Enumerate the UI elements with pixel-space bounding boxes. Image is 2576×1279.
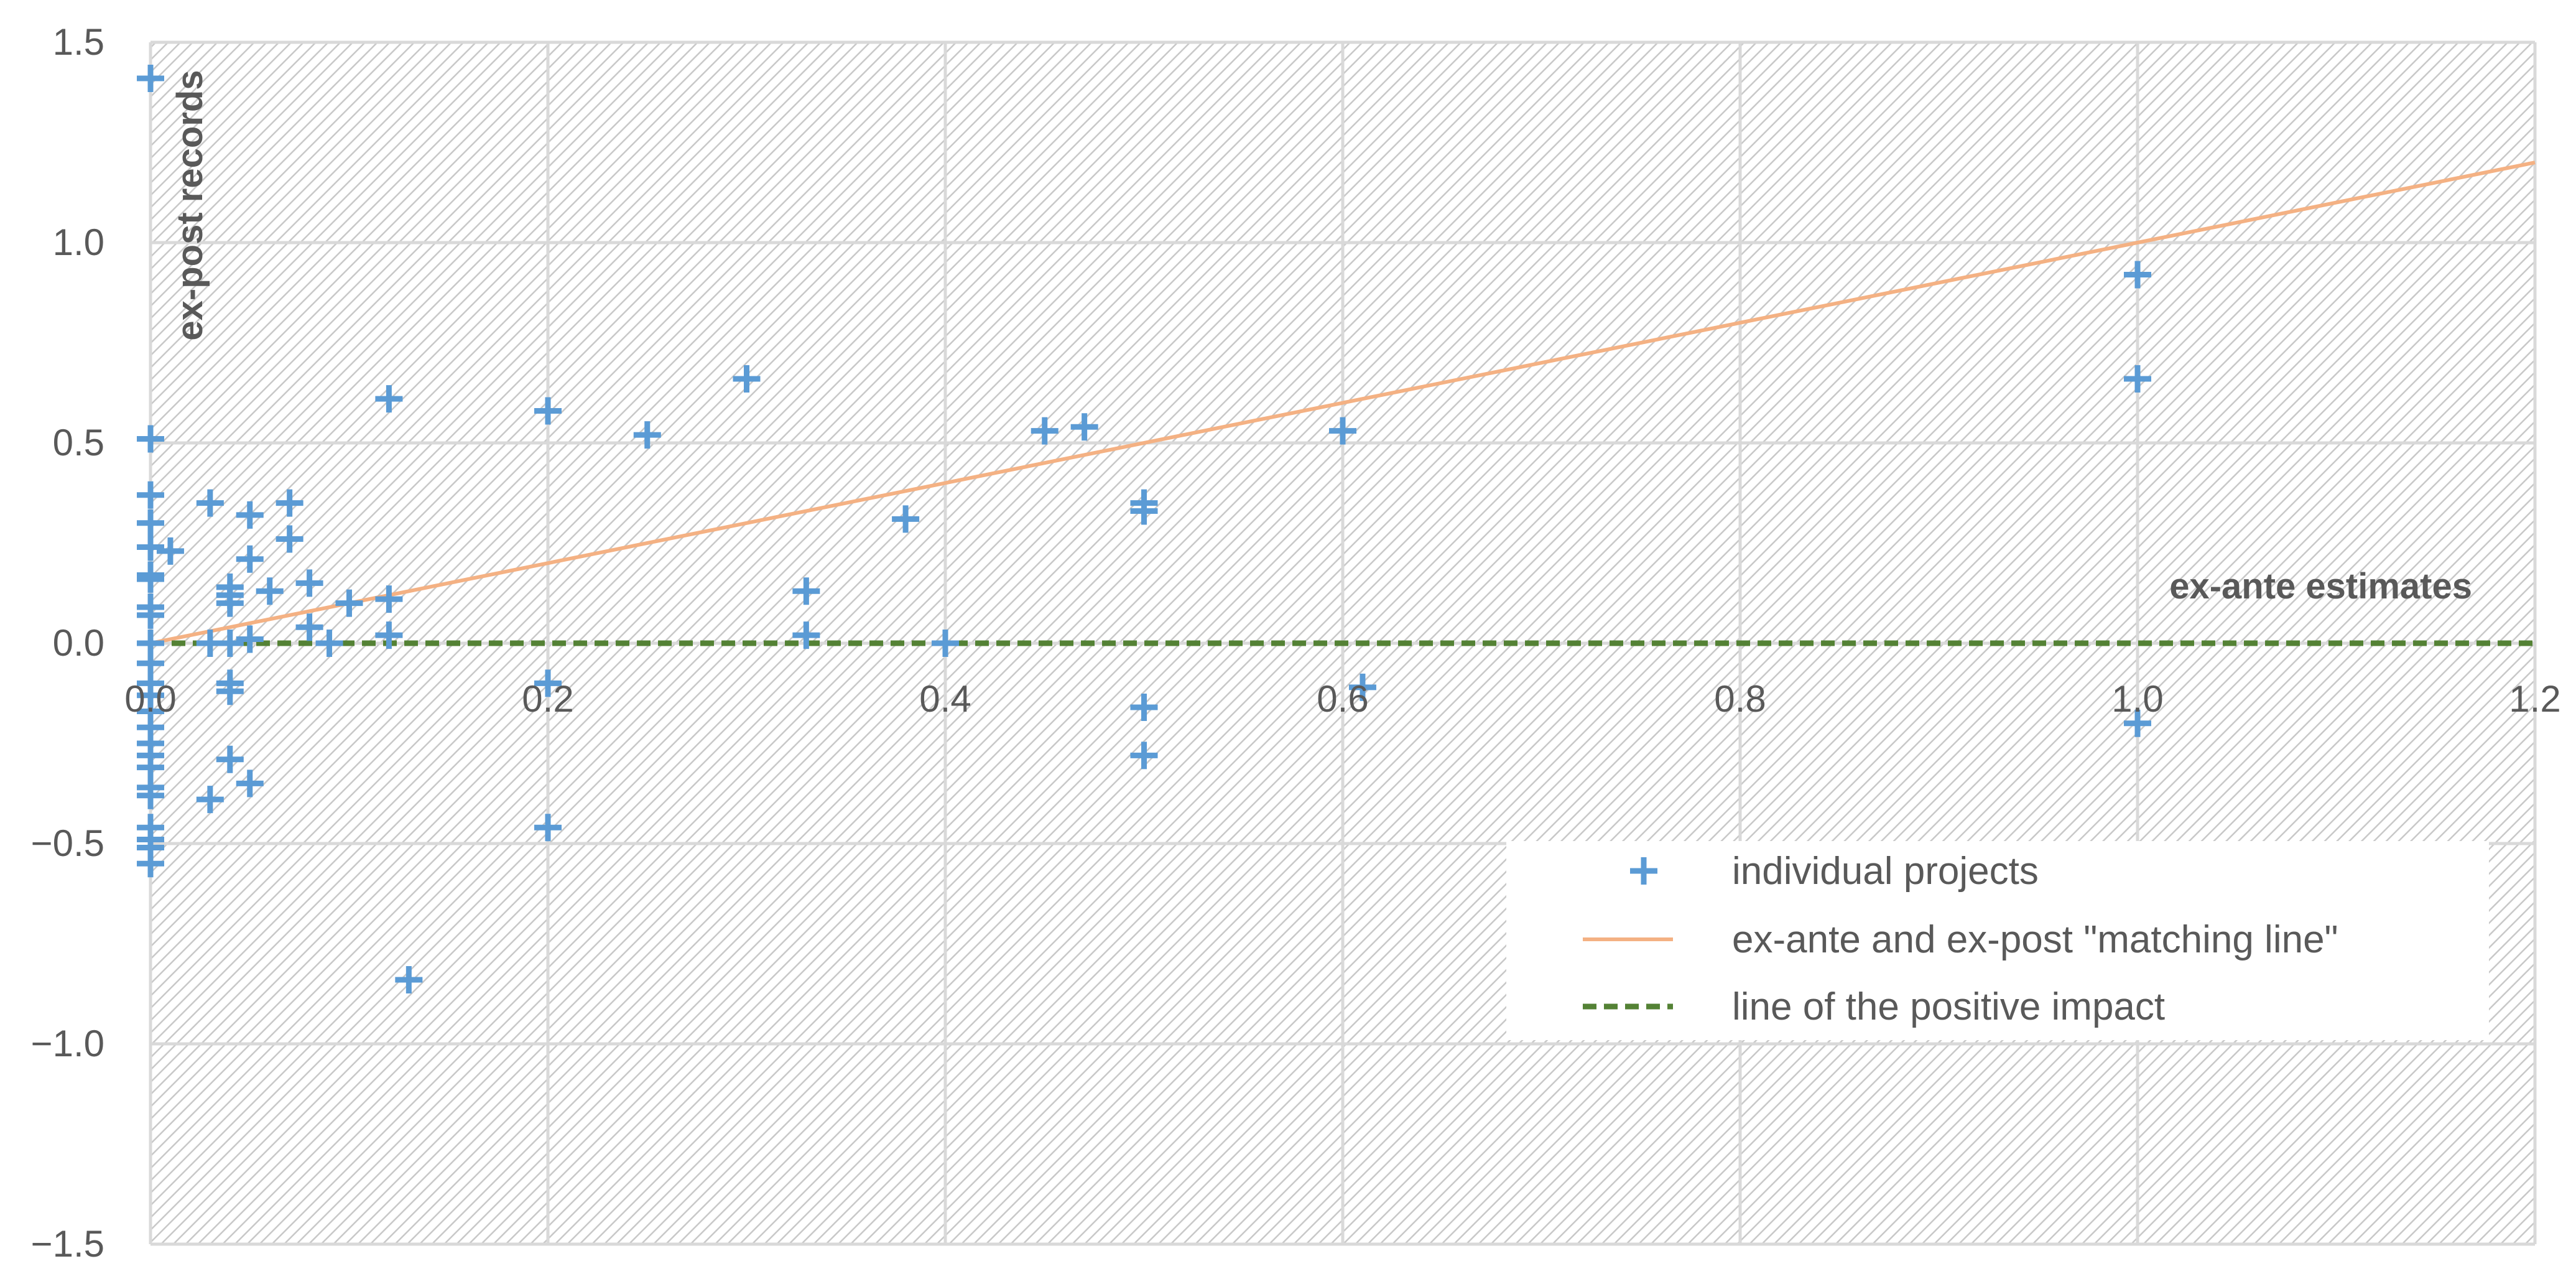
data-point (315, 630, 343, 657)
data-point (375, 385, 403, 413)
data-point (633, 421, 661, 449)
x-tick-label: 1.0 (2111, 678, 2163, 720)
legend-label-individual-projects: individual projects (1732, 850, 2039, 893)
data-point (295, 569, 323, 597)
data-point (196, 489, 224, 517)
data-point (216, 677, 244, 705)
y-tick-label: 0.0 (53, 622, 104, 664)
data-point (534, 669, 562, 697)
data-point (216, 589, 244, 617)
data-point (156, 537, 184, 565)
legend-marker-plus (1630, 857, 1657, 885)
data-point (733, 365, 761, 393)
data-point (137, 64, 164, 92)
data-point (137, 509, 164, 537)
data-point (137, 481, 164, 509)
y-tick-label: −1.0 (31, 1023, 104, 1064)
x-tick-label: 0.4 (919, 678, 971, 720)
data-point (1031, 417, 1059, 445)
data-point (534, 397, 562, 425)
data-point (395, 965, 423, 993)
x-axis-title: ex-ante estimates (2169, 566, 2472, 607)
data-point (932, 630, 959, 657)
data-point (137, 850, 164, 878)
data-point (2124, 261, 2151, 289)
data-point (295, 613, 323, 641)
data-point (137, 781, 164, 809)
x-tick-label: 0.6 (1317, 678, 1368, 720)
data-point (375, 585, 403, 613)
data-point (256, 577, 284, 605)
data-point (216, 630, 244, 657)
data-point (1329, 417, 1356, 445)
data-point (534, 814, 562, 842)
legend: individual projects ex-ante and ex-post … (1506, 841, 2489, 1040)
data-point (892, 505, 920, 533)
y-tick-label: 0.5 (53, 422, 104, 463)
x-tick-label: 0.0 (124, 678, 176, 720)
data-point (1130, 694, 1158, 722)
data-point (236, 770, 264, 798)
tick-labels: 0.0 0.2 0.4 0.6 0.8 1.0 1.2 1.5 1.0 0.5 0.0 −0.5 −1.… (31, 21, 2561, 1265)
data-point (792, 621, 820, 649)
data-point (1070, 413, 1098, 441)
y-tick-label: 1.0 (53, 221, 104, 263)
data-series (137, 64, 2536, 993)
data-point (1348, 673, 1376, 701)
y-axis-title: ex-post records (170, 70, 210, 340)
data-point (1130, 742, 1158, 770)
x-tick-label: 1.2 (2509, 678, 2560, 720)
x-tick-label: 0.8 (1714, 678, 1766, 720)
x-tick-label: 0.2 (522, 678, 573, 720)
legend-label-impact-line: line of the positive impact (1732, 985, 2165, 1028)
y-tick-label: −0.5 (31, 822, 104, 864)
data-point (137, 601, 164, 629)
data-point (375, 621, 403, 649)
data-point (137, 533, 164, 561)
data-point (335, 589, 363, 617)
matching-line (150, 160, 2536, 645)
data-point (236, 501, 264, 529)
legend-label-matching-line: ex-ante and ex-post "matching line" (1732, 918, 2338, 961)
data-point (792, 577, 820, 605)
data-point (1130, 497, 1158, 525)
data-point (236, 545, 264, 573)
data-point (137, 425, 164, 453)
data-point (2124, 365, 2151, 393)
y-tick-label: 1.5 (53, 21, 104, 63)
data-point (236, 625, 264, 653)
data-point (137, 565, 164, 593)
legend-plus-glyph (1630, 857, 1657, 885)
y-tick-label: −1.5 (31, 1223, 104, 1265)
data-point (276, 489, 303, 517)
data-point (2124, 709, 2151, 737)
data-point (276, 525, 303, 553)
data-point (216, 745, 244, 773)
data-point (196, 786, 224, 814)
